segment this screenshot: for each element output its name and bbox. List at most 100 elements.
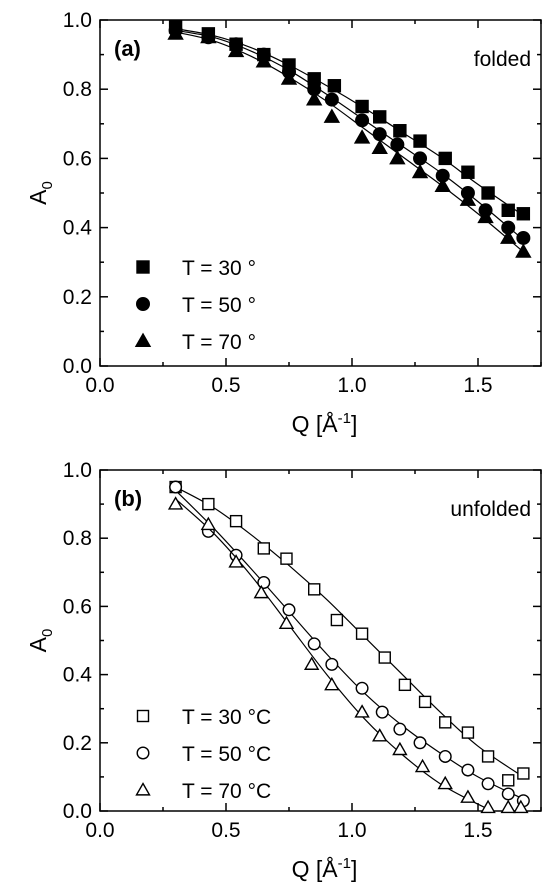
y-axis-title: A0 [25, 181, 56, 205]
data-point [434, 177, 451, 193]
data-point [501, 787, 515, 801]
data-point [202, 497, 215, 511]
data-point [353, 129, 371, 144]
y-tick-label: 0.8 [63, 78, 92, 101]
data-point [516, 207, 531, 221]
data-point [257, 542, 270, 555]
legend-marker-square [136, 260, 150, 274]
legend-marker-square [136, 709, 150, 723]
data-point [393, 124, 407, 138]
data-point [200, 516, 217, 531]
data-point [303, 656, 320, 670]
data-point [392, 741, 408, 756]
data-point [355, 113, 370, 128]
fit-curve [175, 31, 524, 253]
data-point [372, 728, 388, 742]
data-point [355, 681, 369, 695]
data-point [308, 583, 321, 596]
data-point [481, 750, 495, 763]
y-axis-title: A0 [25, 629, 56, 653]
data-point [229, 514, 243, 528]
legend: T = 30 °C T = 50 °C T = 70 °C [135, 706, 271, 803]
x-axis-title: Q [Å-1] [292, 410, 358, 437]
data-point [390, 137, 405, 152]
data-point [355, 627, 369, 640]
data-point [418, 695, 432, 709]
data-point [461, 726, 475, 739]
data-point [516, 230, 531, 245]
data-point [515, 243, 532, 258]
data-point [324, 92, 339, 107]
y-tick-label: 0.4 [63, 217, 93, 240]
data-point [169, 480, 183, 494]
x-tick-label: 1.0 [337, 819, 366, 842]
data-point [517, 767, 530, 780]
data-point [255, 53, 273, 68]
data-point [411, 163, 429, 179]
y-tick-label: 1.0 [63, 459, 92, 482]
series-square [169, 480, 530, 787]
data-point [373, 110, 387, 124]
data-point [477, 208, 494, 224]
data-point [437, 775, 453, 790]
legend: T = 30 ° T = 50 ° T = 70 ° [134, 257, 256, 354]
data-point [439, 716, 452, 729]
y-tick-label: 0.0 [63, 355, 92, 378]
data-point [282, 603, 296, 617]
x-tick-label: 1.5 [463, 374, 492, 397]
data-point [307, 637, 321, 651]
data-point [378, 651, 391, 664]
legend-label: T = 50 ° [182, 294, 256, 317]
data-point [438, 151, 452, 166]
y-tick-label: 0.0 [63, 800, 92, 823]
x-axis-title: Q [Å-1] [292, 855, 358, 882]
fit-curve [175, 498, 494, 812]
data-point [481, 777, 495, 791]
panel-label: (a) [114, 36, 141, 61]
data-point [228, 554, 244, 568]
data-point [372, 127, 387, 142]
legend-label: T = 70 ° [182, 331, 256, 354]
legend-label: T = 30 °C [182, 706, 271, 729]
data-point [500, 229, 517, 244]
y-tick-label: 0.4 [63, 664, 93, 687]
y-tick-label: 0.6 [63, 147, 92, 170]
data-point [501, 203, 515, 218]
data-point [167, 25, 184, 40]
plot-frame [99, 469, 542, 812]
data-point [393, 722, 407, 736]
data-point [324, 676, 340, 691]
data-point [414, 758, 431, 773]
y-tick-label: 0.6 [63, 595, 92, 618]
data-point [461, 763, 475, 777]
x-tick-label: 1.5 [463, 819, 492, 842]
data-point [413, 736, 427, 750]
x-tick-label: 1.0 [337, 374, 366, 397]
data-point [354, 704, 370, 718]
x-tick-label: 0.0 [85, 819, 114, 842]
data-point [200, 28, 217, 44]
legend-label: T = 30 ° [182, 257, 256, 280]
x-tick-label: 0.0 [85, 374, 114, 397]
y-tick-label: 1.0 [63, 9, 92, 32]
data-point [330, 613, 344, 627]
data-point [500, 799, 516, 814]
data-point [323, 108, 341, 123]
condition-label: unfolded [450, 498, 531, 521]
data-point [167, 496, 184, 510]
data-point [371, 139, 388, 154]
y-tick-label: 0.2 [63, 286, 92, 309]
data-point [355, 99, 369, 114]
data-point [227, 42, 245, 58]
data-point [327, 79, 342, 93]
data-point [513, 799, 529, 814]
data-point [481, 186, 495, 200]
data-point [389, 149, 406, 165]
legend-marker-triangle [135, 782, 151, 796]
data-point [278, 615, 295, 630]
x-tick-label: 0.5 [211, 819, 240, 842]
data-point [413, 151, 428, 166]
chart-panel-1: 0.0 0.5 1.0 1.5 0.0 0.2 0.4 0.6 0.8 1.0 Q [Å-1] A0 (… [25, 9, 542, 437]
data-point [398, 678, 412, 692]
